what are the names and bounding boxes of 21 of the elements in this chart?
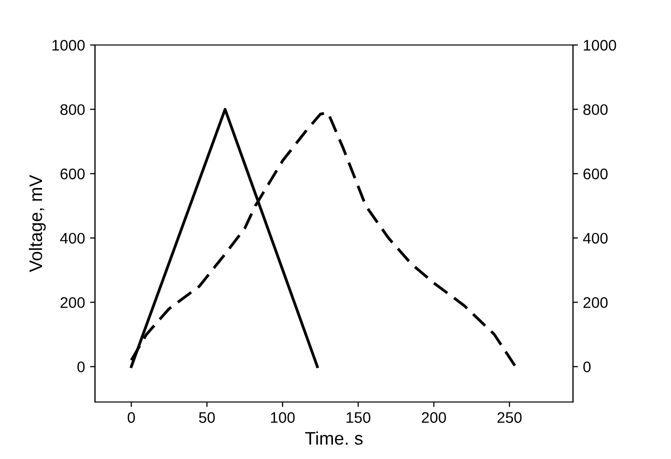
y2-tick-label: 600 [584, 168, 608, 180]
x-tick-label: 150 [346, 412, 370, 423]
y2-tick-label: 200 [583, 297, 608, 308]
y2-tick-label: 800 [583, 104, 608, 116]
line-series [130, 111, 517, 368]
x-tick-label: 50 [199, 412, 215, 423]
x-tick-label: 200 [422, 412, 446, 423]
y2-tick-label: 1000 [584, 40, 616, 51]
y-tick-label: 1000 [52, 40, 85, 51]
x-axis-title: Time. s [305, 432, 363, 445]
y-tick-label: 800 [60, 104, 85, 116]
x-tick-label: 0 [128, 412, 135, 423]
y2-tick-label: 0 [583, 361, 591, 372]
x-tick-label: 250 [497, 412, 522, 423]
y2-tick-label: 400 [583, 232, 608, 244]
y-tick-label: 200 [60, 297, 85, 308]
y-tick-label: 400 [60, 232, 85, 244]
y-tick-label: 0 [77, 361, 85, 372]
x-tick-label: 100 [270, 412, 295, 423]
y-axis-title: Voltage, mV [28, 174, 46, 272]
y-tick-label: 600 [60, 168, 85, 180]
